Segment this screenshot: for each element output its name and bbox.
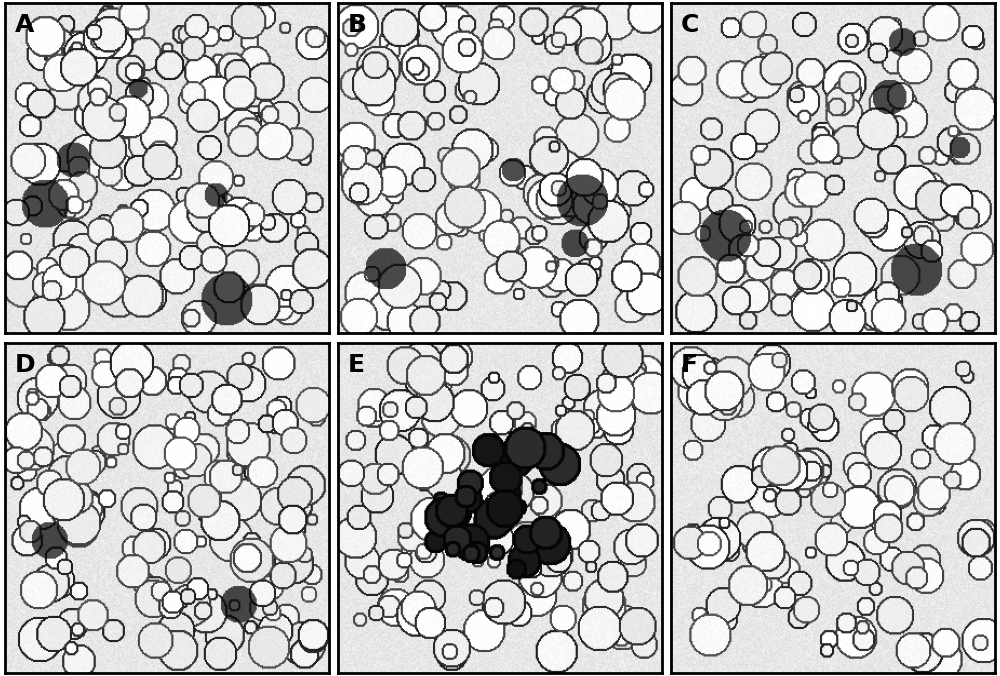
Text: E: E: [348, 353, 365, 377]
Text: B: B: [348, 14, 367, 37]
Text: A: A: [15, 14, 34, 37]
Text: C: C: [681, 14, 700, 37]
Text: F: F: [681, 353, 698, 377]
Text: D: D: [15, 353, 35, 377]
